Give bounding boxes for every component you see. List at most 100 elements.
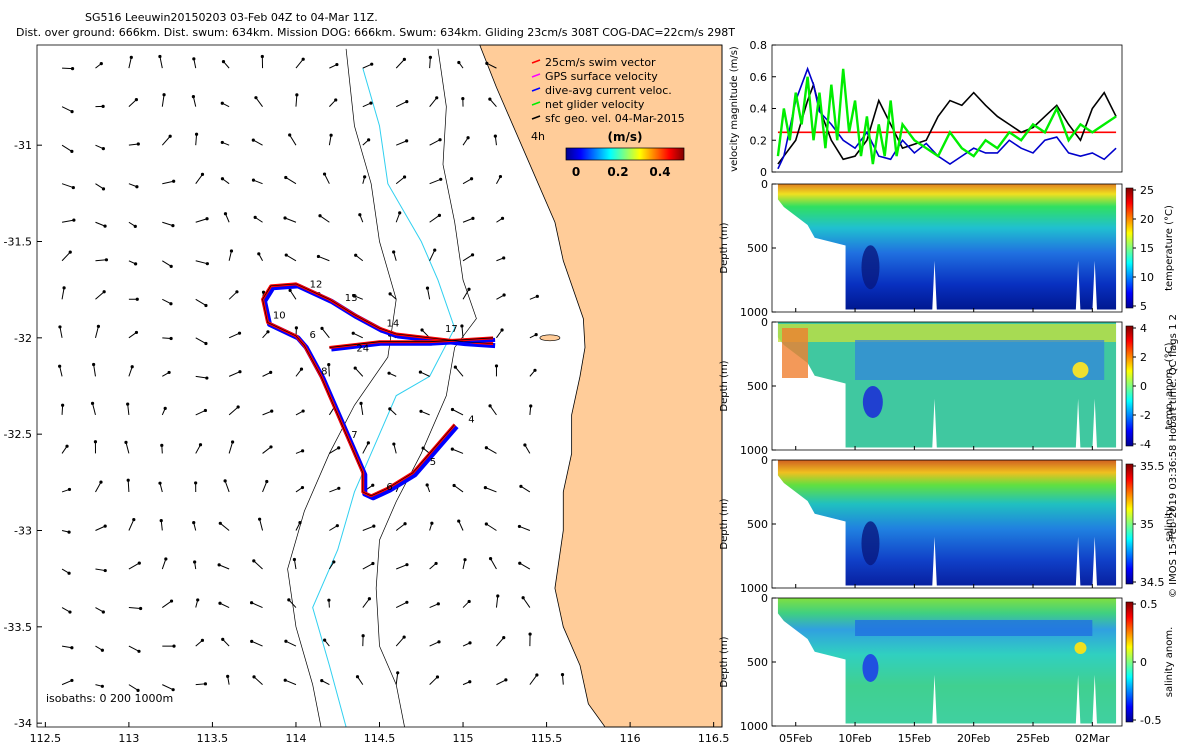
geo-vel-arrow <box>228 406 239 416</box>
cbar-tick-label: 0.5 <box>1140 598 1158 611</box>
geo-vel-arrow <box>160 520 163 531</box>
section-colorbar <box>1125 463 1134 585</box>
geo-vel-arrowhead <box>132 517 136 522</box>
geo-vel-arrowhead <box>283 216 287 220</box>
geo-vel-arrow <box>192 96 197 107</box>
geo-vel-arrowhead <box>223 479 227 483</box>
geo-vel-arrowhead <box>363 175 367 179</box>
geo-vel-arrowhead <box>129 55 133 60</box>
geo-vel-arrow <box>396 140 407 146</box>
day-label: 7 <box>351 430 357 441</box>
geo-vel-arrow <box>293 559 297 570</box>
depth-tick-label: 0 <box>761 316 768 329</box>
geo-vel-arrowhead <box>100 648 104 652</box>
geo-vel-arrowhead <box>318 214 322 218</box>
geo-vel-arrowhead <box>335 524 339 528</box>
data-gap <box>1092 398 1098 450</box>
geo-vel-arrowhead <box>498 174 503 179</box>
time-tick-label: 15Feb <box>898 732 931 745</box>
geo-vel-arrow <box>162 221 174 227</box>
geo-vel-arrow <box>95 221 106 227</box>
geo-vel-arrow <box>324 173 330 184</box>
geo-vel-arrowhead <box>251 138 255 142</box>
geo-vel-arrow <box>288 599 297 608</box>
geo-vel-arrow <box>490 558 497 570</box>
geo-vel-arrowhead <box>249 601 254 605</box>
map-xtick-label: 115.5 <box>531 732 563 745</box>
geo-vel-arrowhead <box>355 675 360 679</box>
day-label: 8 <box>321 366 327 377</box>
anom-surface <box>778 324 1116 342</box>
geo-vel-arrow <box>228 371 241 377</box>
geo-vel-arrowhead <box>134 97 139 102</box>
velocity-ytick-label: 0.4 <box>750 103 768 116</box>
time-label: 4h <box>531 130 545 143</box>
depth-tick-label: 1000 <box>740 306 768 319</box>
geo-vel-arrow <box>462 289 470 300</box>
geo-vel-arrowhead <box>218 521 222 525</box>
geo-vel-arrow <box>61 645 72 649</box>
geo-vel-arrowhead <box>101 610 105 614</box>
geo-vel-arrowhead <box>133 262 138 266</box>
geo-vel-arrowhead <box>523 443 527 447</box>
geo-vel-arrowhead <box>387 371 391 375</box>
geo-vel-arrowhead <box>204 303 208 308</box>
geo-vel-arrowhead <box>252 559 256 563</box>
geo-vel-arrowhead <box>430 521 434 525</box>
track-dac-east <box>331 337 496 352</box>
geo-vel-arrowhead <box>194 481 198 485</box>
time-tick-label: 20Feb <box>957 732 990 745</box>
map-ytick-label: -34 <box>14 717 32 730</box>
day-label: 6 <box>386 482 392 493</box>
legend-entry: sfc geo. vel. 04-Mar-2015 <box>545 112 685 125</box>
legend-swatch <box>531 87 541 92</box>
geo-vel-arrow <box>61 183 74 189</box>
geo-vel-arrow <box>128 684 139 691</box>
geo-vel-arrowhead <box>169 302 173 306</box>
geo-vel-arrow <box>94 326 99 338</box>
geo-vel-arrowhead <box>169 336 173 341</box>
geo-vel-arrowhead <box>466 136 470 140</box>
geo-vel-arrowhead <box>136 688 140 692</box>
geo-vel-arrow <box>262 446 272 454</box>
geo-vel-arrowhead <box>439 177 443 181</box>
geo-vel-arrowhead <box>299 367 304 371</box>
day-label: 24 <box>356 343 369 354</box>
geo-vel-arrowhead <box>67 571 71 575</box>
geo-vel-arrowhead <box>96 324 101 328</box>
geo-vel-arrowhead <box>351 331 355 335</box>
geo-vel-arrowhead <box>398 211 402 215</box>
geo-vel-arrow <box>395 636 405 647</box>
map-xtick-label: 113 <box>118 732 139 745</box>
data-gap <box>1075 260 1081 312</box>
geo-vel-arrow <box>95 291 105 300</box>
geo-vel-arrowhead <box>70 678 74 683</box>
day-label: 6 <box>309 330 315 341</box>
geo-vel-arrowhead <box>403 522 407 526</box>
geo-vel-arrowhead <box>493 134 497 138</box>
geo-vel-arrowhead <box>253 215 257 219</box>
cbar-tick-label: -2 <box>1140 409 1151 422</box>
depth-tick-label: 500 <box>747 518 768 531</box>
geo-vel-arrowhead <box>461 97 465 101</box>
geo-vel-arrow <box>362 442 369 454</box>
cbar-label: salinity anom. <box>1164 627 1175 698</box>
geo-vel-arrowhead <box>437 213 442 217</box>
legend-swatch <box>531 101 541 106</box>
geo-vel-arrowhead <box>260 54 264 59</box>
cbar-tick-label: 20 <box>1140 213 1154 226</box>
geo-vel-arrowhead <box>337 486 341 490</box>
geo-vel-arrow <box>427 287 431 300</box>
geo-vel-arrowhead <box>301 449 305 453</box>
geo-vel-arrow <box>395 176 405 185</box>
cbar-tick-label: 25 <box>1140 184 1154 197</box>
geo-vel-arrowhead <box>172 179 176 183</box>
map-ytick-label: -31 <box>14 139 32 152</box>
geo-vel-arrow <box>128 607 141 610</box>
geo-vel-arrow <box>251 640 263 647</box>
geo-vel-arrow <box>562 674 564 685</box>
geo-vel-arrowhead <box>70 646 74 650</box>
depth-tick-label: 1000 <box>740 720 768 733</box>
geo-vel-arrowhead <box>205 217 209 221</box>
colorbar-label: (m/s) <box>608 130 643 144</box>
